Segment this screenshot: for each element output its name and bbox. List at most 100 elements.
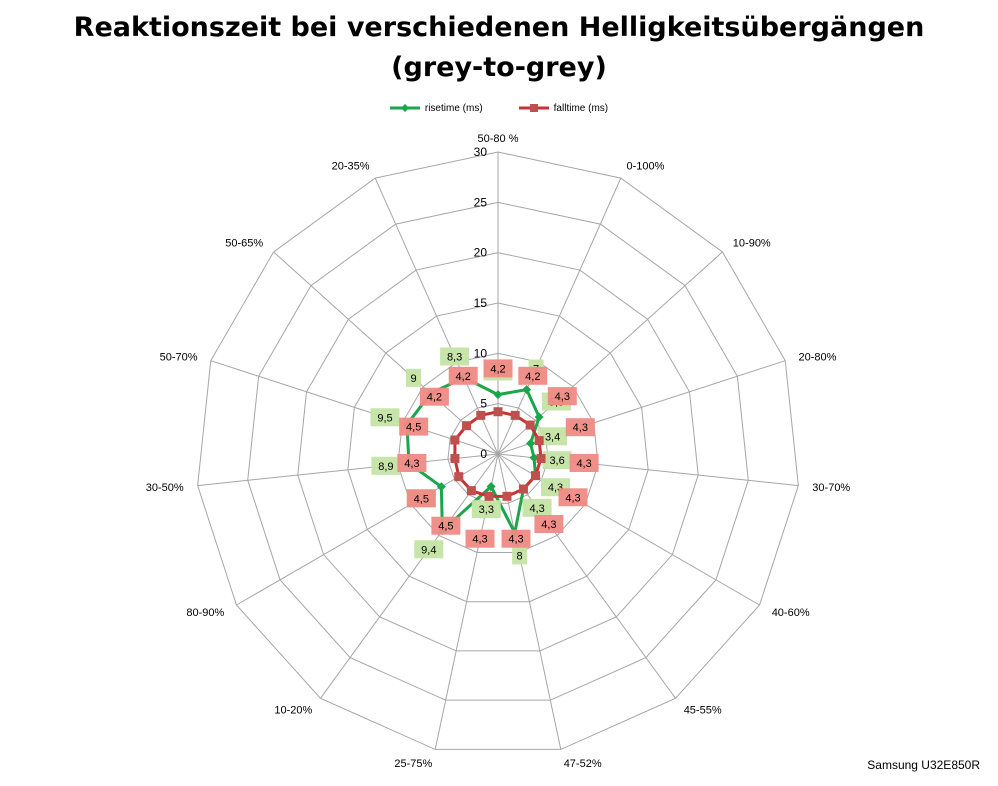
series-fall-line	[453, 410, 543, 498]
series-rise-label-box	[512, 546, 528, 565]
grid-spoke	[210, 360, 499, 455]
series-rise-point	[486, 481, 496, 491]
chart-subtitle: (grey-to-grey)	[391, 52, 607, 83]
series-fall-data-label: 4,3	[472, 534, 487, 546]
grid-ring	[347, 302, 649, 603]
series-fall-point	[525, 420, 535, 430]
series-fall-label-box	[501, 529, 531, 548]
series-rise-data-label: 8,3	[447, 352, 462, 364]
series-fall-data-label: 4,3	[576, 458, 591, 470]
grid-spoke	[497, 177, 622, 455]
grid-ring	[297, 252, 699, 652]
series-rise-data-label: 3,6	[549, 455, 564, 467]
series-fall-label-box	[419, 387, 449, 406]
series-rise-label-box	[370, 408, 400, 427]
category-label: 20-35%	[332, 160, 370, 172]
radial-tick-label: 15	[474, 296, 488, 310]
series-rise-point	[436, 482, 446, 492]
grid-ring	[197, 151, 799, 750]
series-rise-data-label: 4,3	[529, 503, 544, 515]
series-rise-data-label: 8	[517, 550, 523, 562]
series-fall-data-label: 4,3	[404, 458, 419, 470]
radar-grid	[197, 151, 799, 750]
series-fall-label-box	[558, 488, 588, 507]
series-fall-data-label: 4,2	[490, 363, 505, 375]
series-fall-data-label: 4,3	[541, 519, 556, 531]
series-fall-point	[530, 471, 540, 481]
legend-label-fall: falltime (ms)	[553, 102, 609, 114]
legend-rise-marker	[389, 104, 420, 112]
series-fall-label-box	[448, 366, 478, 385]
series-fall-point	[502, 491, 512, 501]
radial-tick-label: 30	[474, 145, 488, 159]
series-fall-data-label: 4,3	[508, 534, 523, 546]
series-fall-label-box	[569, 454, 599, 472]
radial-tick-label: 20	[474, 246, 488, 260]
series-rise-data-label: 9,4	[421, 544, 436, 556]
series-fall-data-label: 4,3	[565, 492, 580, 504]
radial-tick-label: 0	[480, 447, 487, 461]
series-fall-data-label: 4,5	[414, 493, 429, 505]
series-fall-data-label: 4,3	[555, 391, 570, 403]
series-fall-point	[476, 410, 486, 420]
category-label: 10-90%	[733, 238, 771, 250]
footer-label: Samsung U32E850R	[867, 758, 980, 772]
category-label: 30-70%	[812, 482, 850, 494]
series-fall-point	[534, 436, 544, 446]
series-fall-point	[518, 484, 528, 494]
series-fall-point	[462, 421, 472, 431]
category-label: 20-80%	[799, 351, 837, 363]
series-rise-point	[526, 438, 536, 448]
series-fall-data-label: 4,5	[438, 521, 453, 533]
series-fall-label-box	[431, 516, 461, 535]
radial-tick-label: 25	[474, 195, 488, 209]
grid-spoke	[197, 453, 499, 487]
legend-item-fall: falltime (ms)	[518, 102, 609, 114]
series-fall-data-label: 4,3	[573, 422, 588, 434]
series-fall	[450, 407, 546, 501]
series-rise-point	[529, 453, 539, 463]
radial-tick-label: 10	[474, 346, 488, 360]
series-fall-data-label: 4,5	[406, 422, 421, 434]
series-rise-data-label: 9	[410, 373, 416, 385]
category-label: 0-100%	[627, 160, 665, 172]
grid-spoke	[273, 251, 499, 455]
series-rise-label-box	[440, 347, 470, 366]
series-fall-point	[454, 472, 464, 482]
grid-spoke	[374, 177, 499, 455]
series-fall-data-label: 4,2	[456, 371, 471, 383]
category-label: 40-60%	[772, 607, 810, 619]
series-rise-label-box	[538, 427, 568, 446]
series-fall-point	[510, 410, 520, 420]
series-fall-label-box	[518, 366, 548, 385]
legend-fall-marker	[518, 104, 549, 112]
series-fall-point	[450, 454, 460, 464]
legend-label-rise: risetime (ms)	[424, 102, 483, 114]
series-rise-point	[493, 390, 503, 400]
category-label: 25-75%	[394, 758, 432, 770]
series-rise-point	[522, 385, 532, 395]
grid-spoke	[497, 453, 676, 699]
grid-ring	[247, 201, 749, 701]
series-rise-label-box	[371, 456, 401, 475]
series-rise-point	[534, 412, 544, 422]
series-fall-point	[536, 454, 546, 464]
series-fall-data-label: 4,2	[525, 371, 540, 383]
category-label: 45-55%	[684, 705, 722, 717]
series-fall-label-box	[534, 515, 564, 533]
legend: risetime (ms) falltime (ms)	[0, 102, 998, 114]
series-fall-point	[450, 435, 460, 445]
series-fall-label-box	[483, 359, 513, 378]
radial-tick-label: 5	[480, 397, 487, 411]
series-fall-label-box	[565, 418, 595, 437]
series-rise-label-box	[471, 500, 501, 519]
chart-title: Reaktionszeit bei verschiedenen Helligke…	[73, 12, 925, 43]
category-label: 30-50%	[146, 482, 184, 494]
grid-ring	[397, 352, 599, 553]
grid-spoke	[497, 251, 723, 455]
grid-spoke	[497, 453, 562, 750]
series-rise-label-box	[414, 540, 444, 559]
series-fall-label-box	[465, 529, 495, 548]
category-label: 50-80 %	[478, 133, 519, 145]
